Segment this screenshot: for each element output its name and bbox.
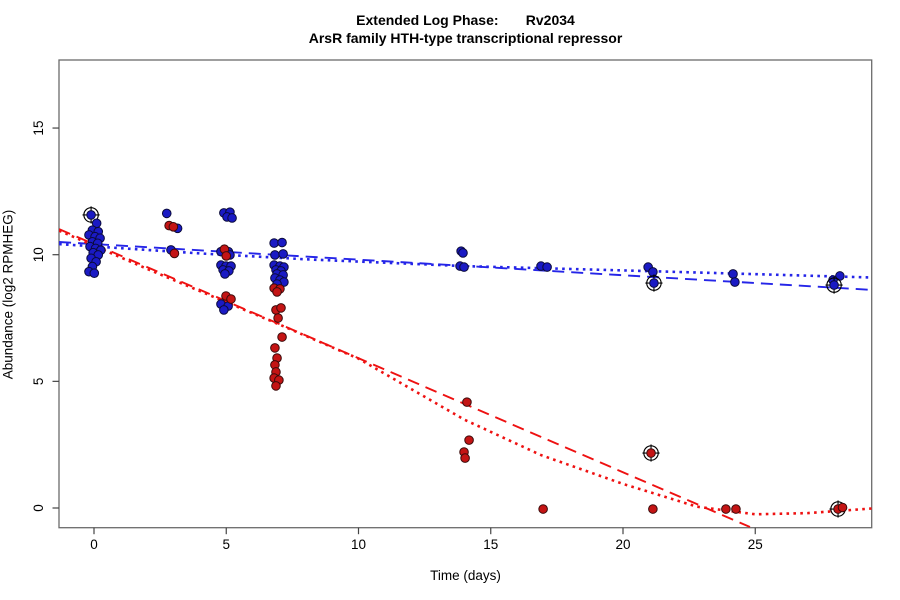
data-point-blue — [458, 248, 468, 258]
data-point-red — [721, 504, 731, 514]
marker-ring — [646, 275, 662, 291]
x-tick-label: 5 — [222, 537, 230, 552]
data-point-blue — [728, 269, 738, 279]
data-point-red — [272, 287, 282, 297]
data-point-red — [270, 343, 280, 353]
data-point-blue — [730, 277, 740, 287]
marker-ring — [643, 445, 659, 461]
data-point-blue — [161, 208, 172, 219]
data-point-blue — [219, 305, 229, 315]
data-point-red — [460, 453, 470, 463]
data-point-red — [226, 294, 236, 304]
data-point-red — [273, 313, 283, 323]
y-tick-label: 10 — [31, 247, 46, 262]
y-tick-label: 15 — [31, 121, 46, 136]
marker-ring — [826, 277, 842, 293]
data-point-blue — [269, 238, 279, 248]
data-point-blue — [220, 269, 230, 279]
data-point-blue — [459, 262, 469, 272]
marker-ring — [83, 207, 99, 223]
x-tick-label: 25 — [748, 537, 763, 552]
y-tick-label: 5 — [31, 378, 46, 386]
data-point-blue — [227, 213, 237, 223]
data-point-red — [276, 303, 286, 313]
data-point-red — [462, 397, 472, 407]
data-point-red — [538, 504, 548, 514]
data-point-blue — [542, 262, 552, 272]
data-point-blue — [270, 250, 280, 260]
data-point-red — [271, 381, 281, 391]
data-point-red — [221, 251, 232, 261]
trend-line-red-dashed — [59, 228, 751, 528]
y-tick-label: 0 — [31, 504, 46, 512]
data-point-red — [646, 448, 656, 458]
x-tick-label: 20 — [615, 537, 630, 552]
data-point-blue — [86, 210, 96, 220]
data-point-red — [168, 222, 179, 232]
data-point-red — [648, 504, 658, 514]
x-tick-label: 15 — [483, 537, 498, 552]
plot-title: Extended Log Phase: Rv2034 — [356, 12, 575, 28]
data-point-blue — [277, 237, 287, 248]
x-tick-label: 10 — [351, 537, 366, 552]
data-point-red — [837, 502, 848, 513]
data-point-blue — [829, 280, 839, 290]
data-point-red — [169, 248, 180, 259]
x-tick-label: 0 — [90, 537, 98, 552]
trend-line-red-dotted — [59, 229, 872, 516]
plot-border — [58, 59, 873, 529]
data-point-blue — [649, 278, 659, 288]
y-axis-label: Abundance (log2 RPMHEG) — [0, 209, 16, 380]
data-point-blue — [89, 268, 100, 278]
data-point-blue — [278, 249, 288, 259]
data-point-red — [464, 435, 474, 445]
plot-subtitle: ArsR family HTH-type transcriptional rep… — [308, 30, 623, 46]
data-point-blue — [648, 267, 658, 277]
data-point-red — [277, 332, 287, 342]
x-axis-label: Time (days) — [430, 568, 501, 583]
data-point-red — [731, 504, 741, 514]
